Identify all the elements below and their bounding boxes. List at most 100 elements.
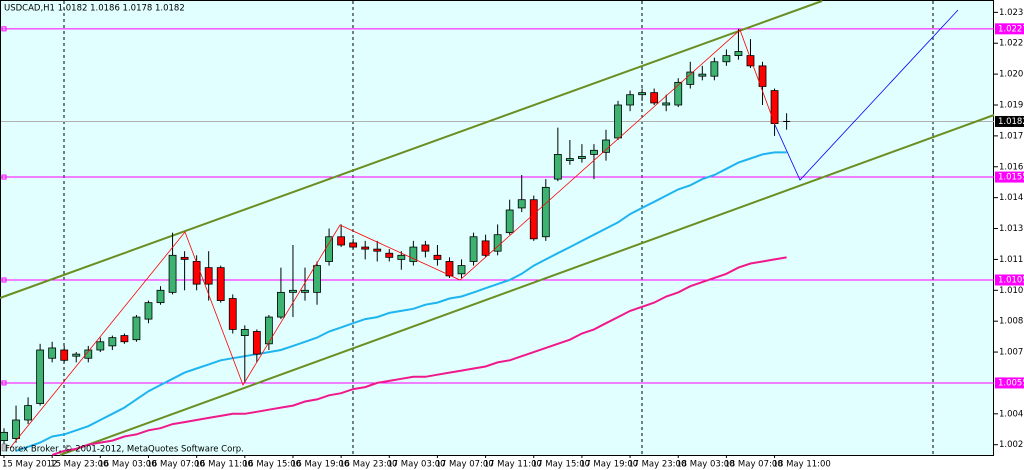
candle-body — [638, 92, 647, 96]
x-tick-label: 15 May 23:00 — [50, 460, 108, 470]
candle-body — [734, 51, 743, 56]
broker-icon — [1, 443, 8, 452]
channel-upper — [0, 0, 823, 299]
bid-label: 1.0182 — [998, 117, 1024, 127]
x-tick-label: 17 May 07:00 — [435, 460, 493, 470]
plot-area — [0, 0, 994, 456]
y-tick-label: 1.0160 — [999, 162, 1024, 172]
candle-body — [626, 94, 634, 106]
candle-body — [553, 154, 562, 180]
candle-body — [421, 244, 430, 252]
candle-body — [337, 236, 346, 246]
candle-body — [397, 254, 406, 260]
level-anchor — [1, 26, 7, 32]
candle-body — [686, 71, 695, 85]
candle-body — [289, 289, 297, 293]
candle-body — [301, 289, 309, 293]
level-label: 1.0155 — [998, 173, 1024, 183]
candle-body — [240, 329, 249, 336]
projection — [774, 9, 959, 181]
footer: Forex Broker, © 2001-2012, MetaQuotes So… — [5, 445, 244, 455]
candle-body — [385, 252, 394, 258]
moving-average — [51, 256, 787, 456]
candles — [0, 28, 791, 445]
channel-lower — [59, 114, 995, 456]
x-tick-label: 16 May 03:00 — [98, 460, 156, 470]
x-tick-label: 17 May 03:00 — [387, 460, 445, 470]
candle-body — [277, 291, 285, 318]
y-tick-label: 1.0190 — [999, 101, 1024, 111]
candle-body — [565, 158, 574, 161]
level-anchor — [1, 277, 7, 283]
candle-body — [590, 149, 598, 155]
candle-body — [517, 199, 526, 209]
candle-body — [361, 246, 370, 250]
level-label: 1.0227 — [998, 24, 1024, 34]
x-tick-label: 17 May 15:00 — [532, 460, 590, 470]
y-tick-label: 1.0115 — [999, 255, 1024, 265]
candle-body — [228, 298, 237, 330]
period-separators — [63, 1, 934, 455]
candle-body — [469, 236, 478, 262]
y-tick-label: 1.0175 — [999, 131, 1024, 141]
level-anchor — [1, 380, 7, 386]
y-tick-label: 1.0085 — [999, 317, 1024, 327]
candle-body — [650, 92, 659, 104]
candle-body — [84, 349, 93, 359]
candle-body — [12, 419, 20, 439]
candle-body — [409, 246, 418, 262]
channel — [0, 0, 995, 456]
level-anchor — [1, 174, 7, 180]
candle-body — [529, 199, 538, 240]
candle-body — [698, 73, 707, 77]
candle-body — [120, 335, 129, 343]
x-tick-label: 16 May 11:00 — [195, 460, 253, 470]
candle-body — [325, 236, 333, 262]
candle-body — [578, 156, 586, 159]
y-tick-label: 1.0100 — [999, 286, 1024, 296]
candle-body — [60, 349, 69, 361]
candle-body — [433, 254, 442, 260]
level-label-box — [995, 23, 1024, 35]
level-label-box — [995, 377, 1024, 389]
y-tick-label: 1.0070 — [999, 348, 1024, 358]
candle-body — [758, 65, 767, 87]
candle-body — [674, 81, 683, 106]
candle-body — [24, 405, 32, 421]
y-tick-label: 1.0145 — [999, 193, 1024, 203]
level-label-box — [995, 171, 1024, 183]
x-tick-label: 18 May 07:00 — [724, 460, 782, 470]
level-label: 1.0105 — [998, 276, 1024, 286]
x-tick-label: 15 May 2012 — [2, 460, 57, 470]
candle-body — [252, 331, 261, 355]
candle-body — [216, 267, 225, 301]
level-label: 1.0055 — [998, 378, 1024, 388]
candle-body — [264, 316, 273, 345]
x-tick-label: 16 May 23:00 — [339, 460, 397, 470]
candle-body — [204, 267, 213, 285]
candle-body — [373, 248, 382, 252]
candle-body — [662, 102, 671, 106]
candle-body — [505, 209, 514, 234]
candle-body — [192, 261, 201, 285]
y-tick-label: 1.0205 — [999, 70, 1024, 80]
y-tick-label: 1.0235 — [999, 8, 1024, 18]
candle-body — [313, 265, 321, 293]
bid-label-box — [995, 115, 1024, 127]
y-tick-label: 1.0040 — [999, 409, 1024, 419]
zigzag — [9, 29, 776, 449]
candle-body — [168, 254, 177, 293]
candle-body — [602, 139, 610, 153]
y-tick-label: 1.0025 — [999, 440, 1024, 450]
x-tick-label: 18 May 03:00 — [676, 460, 734, 470]
price-axis: 1.02351.02201.02051.01901.01751.01601.01… — [994, 8, 1024, 450]
x-tick-label: 16 May 15:00 — [243, 460, 301, 470]
candle-body — [132, 316, 141, 341]
candle-body — [722, 55, 731, 63]
x-tick-label: 17 May 11:00 — [484, 460, 542, 470]
candle-body — [180, 256, 189, 260]
candle-body — [144, 302, 153, 320]
